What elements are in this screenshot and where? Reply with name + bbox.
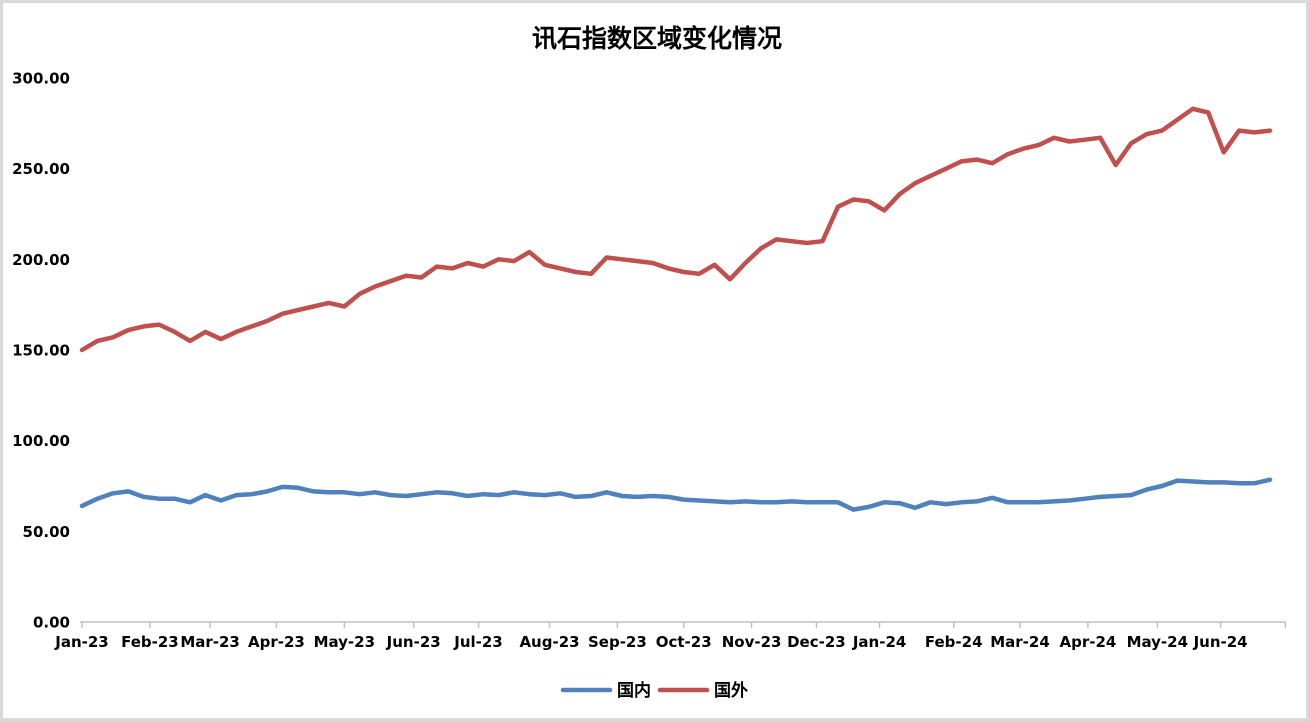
x-axis-label: Jun-23 bbox=[386, 633, 441, 651]
x-axis-label: Aug-23 bbox=[519, 633, 579, 651]
x-axis-label: Dec-23 bbox=[787, 633, 846, 651]
x-axis-label: Nov-23 bbox=[722, 633, 782, 651]
series-line-foreign bbox=[79, 106, 1273, 353]
x-axis-label: Apr-24 bbox=[1059, 633, 1116, 651]
x-axis-tick-marks bbox=[81, 622, 1287, 628]
x-axis-label: Mar-24 bbox=[990, 633, 1050, 651]
x-axis-tick-labels: Jan-23 Feb-23 Mar-23 Apr-23 May-23 Jun-23 Jul-… bbox=[54, 633, 1247, 651]
legend-label-domestic: 国内 bbox=[617, 680, 651, 701]
legend-label-foreign: 国外 bbox=[714, 680, 748, 701]
x-axis-label: Jun-24 bbox=[1193, 633, 1248, 651]
x-axis-label: Jan-24 bbox=[852, 633, 906, 651]
x-axis-label: Feb-23 bbox=[121, 633, 179, 651]
x-axis-label: Mar-23 bbox=[180, 633, 240, 651]
x-axis-label: May-23 bbox=[314, 633, 375, 651]
series-lines bbox=[79, 106, 1273, 512]
y-axis-label: 100.00 bbox=[12, 432, 70, 450]
chart-title: 讯石指数区域变化情况 bbox=[532, 24, 782, 53]
y-axis-label: 300.00 bbox=[12, 70, 70, 88]
y-axis-label: 0.00 bbox=[33, 614, 70, 632]
x-axis-label: Feb-24 bbox=[925, 633, 983, 651]
x-axis-label: Sep-23 bbox=[588, 633, 647, 651]
y-axis-label: 150.00 bbox=[12, 342, 70, 360]
y-axis-label: 50.00 bbox=[23, 523, 70, 541]
x-axis-label: Apr-23 bbox=[248, 633, 305, 651]
y-axis-tick-labels: 0.00 50.00 100.00 150.00 200.00 250.00 300.00 bbox=[12, 70, 70, 632]
x-axis-label: May-24 bbox=[1127, 633, 1188, 651]
series-line-domestic bbox=[79, 477, 1273, 512]
x-axis-label: Jul-23 bbox=[453, 633, 503, 651]
y-axis-label: 200.00 bbox=[12, 251, 70, 269]
y-axis-label: 250.00 bbox=[12, 160, 70, 178]
x-axis-label: Oct-23 bbox=[656, 633, 712, 651]
x-axis-label: Jan-23 bbox=[54, 633, 108, 651]
legend: 国内 国外 bbox=[560, 680, 748, 701]
